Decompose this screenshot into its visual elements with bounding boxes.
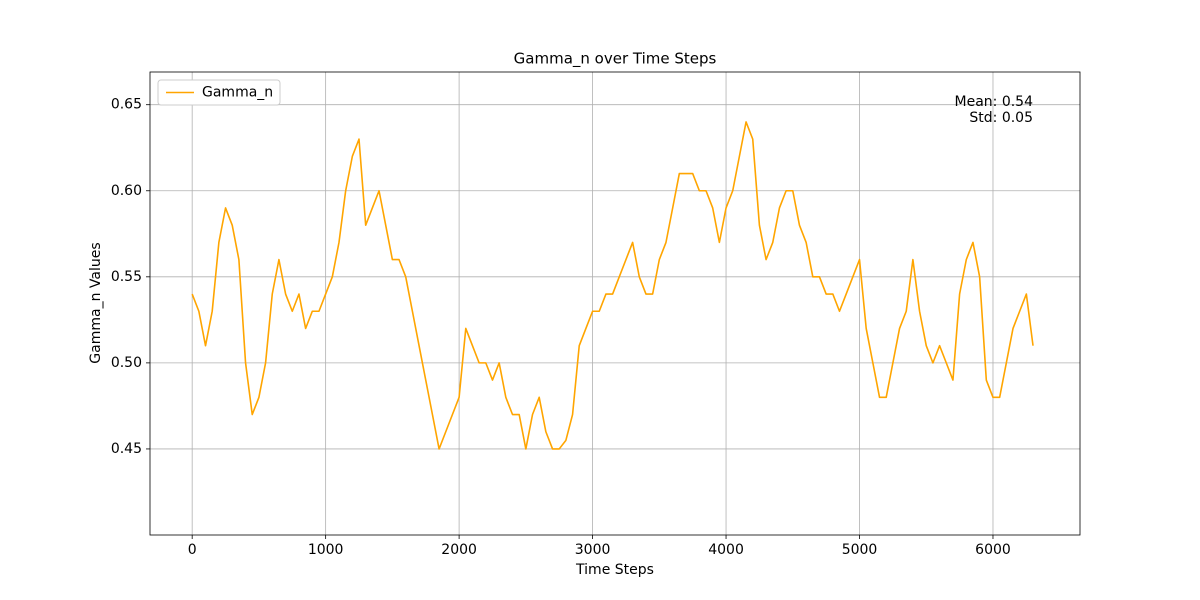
x-tick-label: 5000 — [842, 542, 878, 558]
plot-frame — [149, 71, 1081, 536]
legend-box — [157, 79, 281, 106]
y-tick-label: 0.55 — [111, 269, 142, 285]
x-tick-label: 1000 — [308, 542, 344, 558]
x-tick-label: 2000 — [441, 542, 477, 558]
y-tick-label: 0.60 — [111, 183, 142, 199]
x-tick-label: 4000 — [708, 542, 744, 558]
x-tick-label: 3000 — [575, 542, 611, 558]
x-axis-label: Time Steps — [575, 562, 654, 578]
legend-label: Gamma_n — [202, 85, 273, 101]
y-tick-label: 0.50 — [111, 355, 142, 371]
data-line — [191, 121, 1034, 450]
stats-annotation: Std: 0.05 — [969, 110, 1033, 126]
y-tick-label: 0.65 — [111, 97, 142, 113]
x-tick-label: 0 — [188, 542, 197, 558]
stats-annotation: Mean: 0.54 — [955, 94, 1034, 110]
y-axis-label: Gamma_n Values — [88, 242, 104, 363]
x-tick-label: 6000 — [975, 542, 1011, 558]
chart-title: Gamma_n over Time Steps — [514, 50, 717, 69]
y-tick-label: 0.45 — [111, 441, 142, 457]
